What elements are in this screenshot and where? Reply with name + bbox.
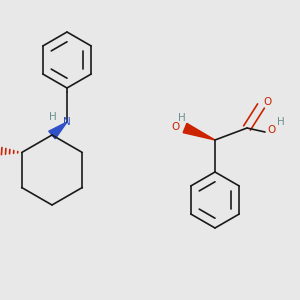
Text: O: O [171, 122, 179, 132]
Text: H: H [277, 117, 285, 127]
Polygon shape [49, 122, 67, 139]
Text: N: N [63, 117, 71, 127]
Text: H: H [178, 113, 186, 123]
Text: O: O [267, 125, 275, 135]
Text: H: H [49, 112, 57, 122]
Polygon shape [183, 123, 215, 140]
Text: O: O [263, 97, 271, 107]
